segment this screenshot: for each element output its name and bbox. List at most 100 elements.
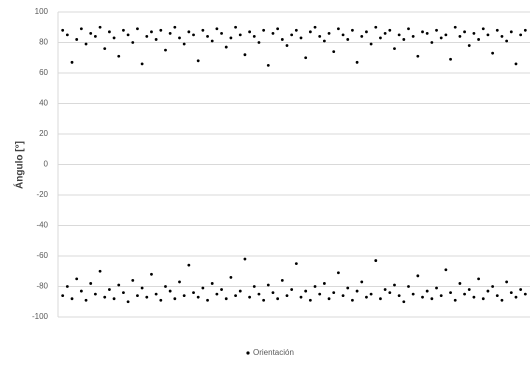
point: [234, 25, 237, 29]
point: [365, 30, 368, 34]
point: [238, 289, 242, 293]
point: [327, 31, 331, 35]
point: [271, 31, 275, 35]
point: [182, 42, 186, 46]
point: [117, 54, 121, 58]
point: [477, 277, 480, 281]
point: [257, 41, 261, 44]
point: [402, 300, 406, 304]
point: [61, 294, 65, 298]
point: [262, 28, 266, 32]
point: [192, 33, 195, 37]
point: [365, 295, 368, 299]
y-tick-label: -80: [36, 282, 48, 291]
point: [112, 297, 116, 301]
point: [421, 30, 424, 34]
point: [117, 283, 121, 287]
point: [416, 274, 420, 278]
point: [299, 295, 303, 299]
point: [444, 33, 448, 37]
point: [304, 289, 308, 293]
point: [126, 300, 130, 304]
point: [178, 36, 181, 40]
point: [383, 288, 387, 291]
point: [75, 38, 79, 41]
point: [523, 28, 527, 32]
point: [332, 291, 336, 294]
point: [252, 35, 256, 38]
point: [425, 31, 429, 35]
point: [332, 50, 336, 54]
point: [514, 62, 518, 66]
point: [369, 42, 373, 46]
y-tick-label: 0: [44, 160, 49, 169]
point: [509, 291, 513, 294]
point: [505, 280, 509, 284]
point: [224, 297, 228, 301]
y-tick-label: 60: [39, 68, 48, 77]
point: [467, 288, 471, 291]
point: [318, 35, 322, 38]
point: [266, 283, 270, 287]
y-tick-label: -20: [36, 190, 48, 199]
point: [182, 294, 186, 298]
point: [210, 282, 214, 285]
point: [79, 289, 83, 293]
y-tick-label: 20: [39, 129, 48, 138]
point: [224, 45, 228, 49]
point: [150, 272, 153, 276]
point: [407, 285, 410, 288]
y-tick-label: 40: [39, 99, 48, 108]
point: [196, 295, 200, 299]
point: [201, 286, 205, 290]
point: [519, 288, 523, 291]
point: [276, 297, 280, 301]
point: [463, 30, 466, 34]
point: [84, 42, 88, 46]
point: [472, 31, 476, 35]
legend-label: Orientación: [253, 348, 294, 357]
point: [472, 295, 476, 299]
point: [397, 33, 401, 37]
point: [379, 36, 382, 40]
point: [458, 282, 462, 285]
point: [388, 291, 392, 294]
point: [523, 292, 527, 296]
point: [393, 283, 396, 287]
point: [346, 286, 350, 290]
point: [89, 31, 93, 35]
point: [351, 28, 354, 32]
point: [304, 56, 308, 60]
point: [327, 297, 331, 301]
point: [126, 33, 130, 37]
point: [173, 297, 177, 301]
point: [369, 292, 373, 296]
point: [519, 33, 523, 37]
point: [215, 27, 219, 31]
point: [178, 280, 181, 284]
point: [280, 279, 284, 282]
point: [477, 38, 480, 41]
point: [187, 263, 191, 267]
point: [70, 60, 74, 64]
point: [299, 36, 303, 40]
point: [164, 285, 167, 288]
point: [145, 295, 149, 299]
point: [336, 271, 340, 275]
point: [220, 288, 223, 291]
point: [285, 44, 289, 47]
y-axis-label: Ángulo [°]: [13, 141, 26, 189]
point: [439, 36, 443, 40]
point: [159, 298, 163, 302]
point: [355, 60, 359, 64]
point: [495, 294, 499, 298]
y-tick-label: -40: [36, 221, 48, 230]
point: [341, 33, 345, 37]
point: [322, 282, 326, 285]
y-tick-label: 100: [35, 7, 49, 16]
point: [61, 28, 65, 32]
point: [84, 298, 88, 302]
point: [140, 286, 144, 290]
point: [495, 28, 499, 32]
